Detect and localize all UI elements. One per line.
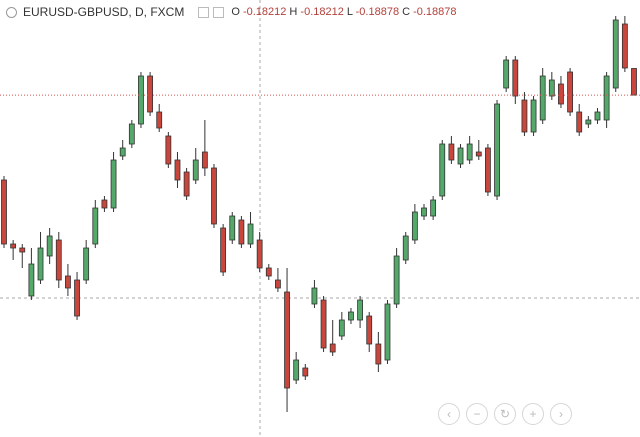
ohlc-value: -0.18878 <box>355 6 400 18</box>
zoom-out-button[interactable]: − <box>466 403 488 425</box>
candle-body-up <box>311 287 318 305</box>
candle-body-down <box>485 147 491 193</box>
candle-body-down <box>10 243 17 249</box>
candle-body-down <box>366 315 373 345</box>
candle-body-down <box>512 59 519 97</box>
candle-body-up <box>494 103 500 197</box>
candle-body-up <box>585 119 592 125</box>
candle-body-down <box>65 275 71 289</box>
candle-body-down <box>521 99 528 133</box>
candle-body-down <box>147 75 153 113</box>
candle-body-down <box>375 343 382 365</box>
candle-body-down <box>621 23 628 69</box>
symbol-title: EURUSD-GBPUSD, D, FXCM <box>23 5 185 19</box>
candle-body-up <box>192 159 199 181</box>
candle-body-down <box>284 291 290 389</box>
candle-body-up <box>83 247 90 281</box>
candle-body-up <box>393 255 400 305</box>
candle-body-down <box>211 167 217 225</box>
candle-body-up <box>402 235 409 261</box>
candle-body-down <box>74 279 80 317</box>
candle-body-down <box>302 367 309 377</box>
candle-body-up <box>229 215 236 241</box>
scroll-right-button[interactable]: › <box>550 403 572 425</box>
candle-body-up <box>37 247 44 281</box>
candle-body-up <box>466 143 473 161</box>
candle-body-up <box>92 207 99 245</box>
candle-body-up <box>348 311 354 321</box>
candle-body-down <box>183 171 190 197</box>
candle-body-up <box>457 147 464 165</box>
candle-body-up <box>430 199 437 217</box>
ohlc-value: -0.18878 <box>413 6 457 18</box>
candle-body-up <box>247 223 254 245</box>
candle-body-down <box>55 239 62 281</box>
candle-body-down <box>238 219 245 245</box>
candle-body-down <box>156 111 163 129</box>
ohlc-values: O -0.18212 H -0.18212 L -0.18878 C -0.18878 <box>228 6 456 18</box>
candle-body-up <box>603 75 610 121</box>
candle-body-up <box>128 123 135 145</box>
candle-body-down <box>448 143 455 161</box>
candle-body-up <box>384 303 391 361</box>
candle-body-up <box>594 111 601 121</box>
candle-body-down <box>275 279 281 289</box>
candle-body-down <box>567 71 573 113</box>
candle-body-down <box>220 227 227 273</box>
ohlc-key: H <box>289 6 298 18</box>
candle-body-up <box>439 143 446 197</box>
candle-body-up <box>110 159 117 209</box>
candle-body-down <box>19 247 26 253</box>
scroll-left-button[interactable]: ‹ <box>438 403 460 425</box>
candle-body-down <box>265 267 272 277</box>
ohlc-key: L <box>346 6 353 18</box>
hide-icon[interactable] <box>213 6 225 18</box>
candle-body-up <box>138 75 144 125</box>
candle-body-up <box>357 299 363 321</box>
settings-icon[interactable] <box>198 6 210 18</box>
ohlc-key: O <box>231 6 240 18</box>
candle-body-down <box>329 343 336 353</box>
candle-body-up <box>548 79 555 97</box>
ohlc-value: -0.18212 <box>300 6 344 18</box>
ohlc-key: C <box>402 6 411 18</box>
candle-body-down <box>558 83 564 105</box>
candle-body-down <box>320 299 327 349</box>
candle-body-up <box>530 99 537 133</box>
zoom-in-button[interactable]: + <box>522 403 544 425</box>
candle-body-down <box>101 199 108 209</box>
ohlc-value: -0.18212 <box>242 6 287 18</box>
candle-body-down <box>165 135 172 165</box>
candle-body-up <box>421 207 427 217</box>
legend-header: EURUSD-GBPUSD, D, FXCM O -0.18212 H -0.18… <box>6 5 457 19</box>
candle-body-down <box>256 239 263 269</box>
candle-body-up <box>503 59 510 89</box>
candle-body-up <box>46 235 53 257</box>
navigation-buttons: ‹ − ↻ + › <box>438 403 572 425</box>
reset-button[interactable]: ↻ <box>494 403 516 425</box>
candle-body-down <box>1 179 7 245</box>
candle-body-up <box>411 211 418 241</box>
candle-body-down <box>201 151 208 169</box>
candle-body-up <box>612 19 619 89</box>
candle-body-up <box>119 147 126 157</box>
candle-body-up <box>28 263 35 297</box>
candle-body-down <box>631 68 637 96</box>
candle-body-down <box>475 151 482 157</box>
candle-body-down <box>174 159 181 181</box>
candle-body-up <box>539 75 546 121</box>
candle-body-up <box>293 359 300 381</box>
symbol-icon <box>6 6 17 18</box>
candle-body-up <box>338 319 345 337</box>
candle-body-down <box>576 111 583 133</box>
